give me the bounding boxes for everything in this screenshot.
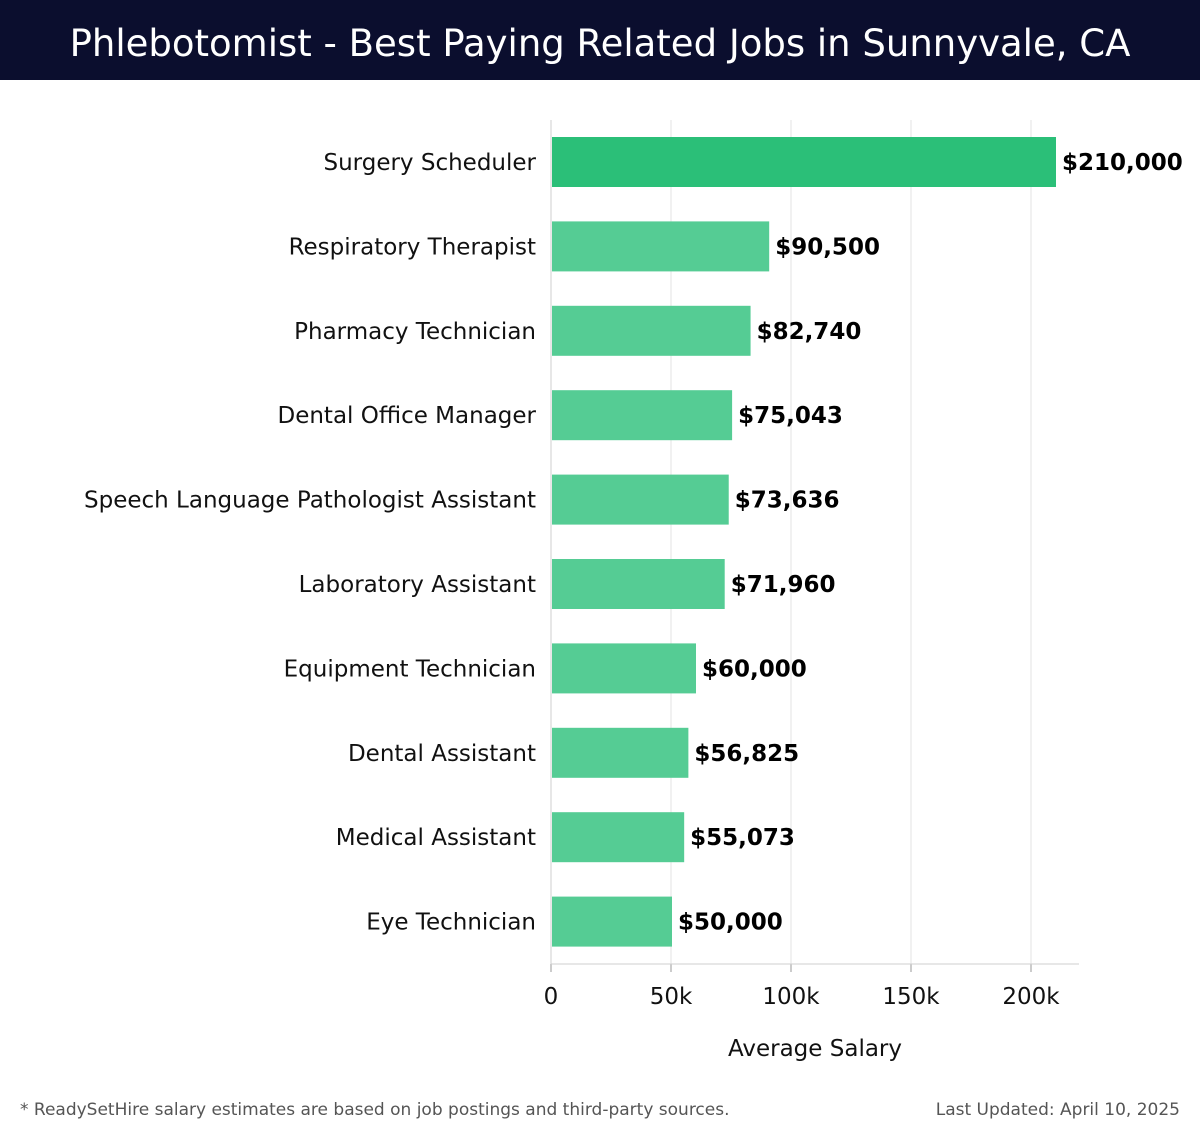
footer-note: * ReadySetHire salary estimates are base…: [20, 1100, 730, 1120]
footer-updated: Last Updated: April 10, 2025: [935, 1100, 1180, 1120]
value-label: $82,740: [757, 319, 862, 345]
x-tick-label: 200k: [1002, 984, 1060, 1010]
x-tick-label: 150k: [882, 984, 940, 1010]
value-label: $50,000: [678, 910, 783, 936]
value-label: $71,960: [731, 572, 836, 598]
category-label: Dental Assistant: [348, 741, 536, 767]
category-label: Laboratory Assistant: [299, 572, 536, 598]
bar: [552, 474, 729, 525]
bar: [552, 727, 689, 778]
value-label: $55,073: [690, 825, 795, 851]
bar: [552, 559, 725, 609]
value-label: $90,500: [775, 234, 880, 260]
bar: [552, 390, 733, 441]
labels: 0 50k 100k 150k 200k Surgery Scheduler $210,00…: [84, 150, 1183, 1010]
bar: [552, 643, 696, 694]
bar: [552, 812, 685, 863]
category-label: Eye Technician: [366, 910, 536, 936]
category-label: Dental Office Manager: [277, 403, 536, 429]
category-label: Equipment Technician: [284, 656, 536, 682]
x-tick-label: 100k: [762, 984, 820, 1010]
category-label: Speech Language Pathologist Assistant: [84, 488, 536, 514]
bars: [552, 137, 1056, 947]
category-label: Medical Assistant: [336, 825, 536, 851]
bar: [552, 137, 1056, 187]
bar: [552, 305, 751, 356]
value-label: $75,043: [738, 403, 843, 429]
x-tick-label: 0: [544, 984, 559, 1010]
value-label: $73,636: [735, 488, 840, 514]
x-tick-label: 50k: [650, 984, 693, 1010]
header-bar: [0, 0, 1200, 80]
x-axis-title: Average Salary: [728, 1036, 902, 1062]
bar: [552, 896, 672, 947]
value-label: $56,825: [694, 741, 799, 767]
value-label: $210,000: [1062, 150, 1183, 176]
category-label: Pharmacy Technician: [294, 319, 536, 345]
page-title: Phlebotomist - Best Paying Related Jobs …: [69, 22, 1131, 65]
category-label: Surgery Scheduler: [323, 150, 536, 176]
value-label: $60,000: [702, 656, 807, 682]
salary-bar-chart: 0 50k 100k 150k 200k Surgery Scheduler $210,00…: [84, 120, 1183, 1062]
bar: [552, 221, 770, 272]
category-label: Respiratory Therapist: [289, 234, 536, 260]
